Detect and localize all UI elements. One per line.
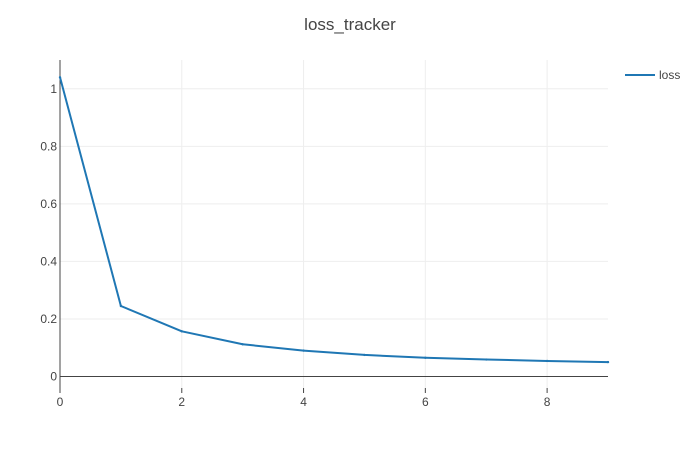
data-point-7[interactable] <box>485 358 488 361</box>
y-tick-label-2: 0.4 <box>40 254 57 268</box>
chart-title: loss_tracker <box>304 15 396 34</box>
x-tick-label-4: 8 <box>544 395 551 409</box>
legend[interactable]: loss <box>625 68 680 82</box>
y-tick-label-1: 0.2 <box>40 312 57 326</box>
x-tick-label-1: 2 <box>178 395 185 409</box>
data-point-1[interactable] <box>119 304 123 308</box>
data-point-0[interactable] <box>58 76 62 79</box>
data-point-9[interactable] <box>606 360 610 364</box>
x-tick-label-2: 4 <box>300 395 307 409</box>
data-point-2[interactable] <box>180 330 183 333</box>
data-point-8[interactable] <box>545 359 549 363</box>
y-tick-label-4: 0.8 <box>40 139 57 153</box>
y-tick-label-3: 0.6 <box>40 197 57 211</box>
tick-label-layer: 0 2 4 6 8 0 0.2 0.4 0.6 0.8 1 <box>40 82 550 409</box>
x-tick-label-3: 6 <box>422 395 429 409</box>
y-tick-label-5: 1 <box>50 82 57 96</box>
series-line-loss[interactable] <box>59 77 609 364</box>
axis-layer <box>59 60 608 388</box>
x-tick-label-0: 0 <box>57 395 64 409</box>
data-point-3[interactable] <box>241 343 244 346</box>
data-point-6[interactable] <box>424 356 427 359</box>
data-point-4[interactable] <box>302 349 305 352</box>
legend-label-loss: loss <box>659 68 680 82</box>
data-point-5[interactable] <box>363 353 366 357</box>
y-tick-label-0: 0 <box>50 369 57 383</box>
series-layer <box>58 76 610 364</box>
